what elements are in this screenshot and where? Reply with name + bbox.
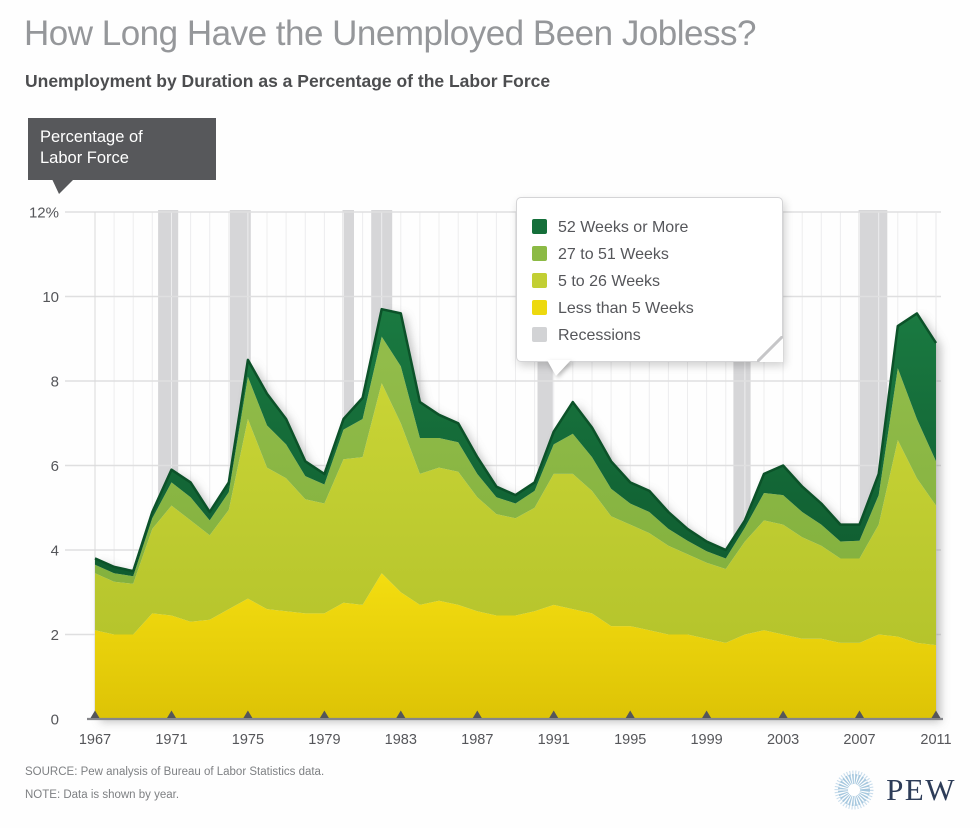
svg-text:1975: 1975 bbox=[232, 732, 264, 748]
svg-text:1987: 1987 bbox=[461, 732, 493, 748]
legend-folded-corner bbox=[757, 336, 783, 362]
legend-swatch-recessions bbox=[532, 327, 547, 342]
chart-subtitle: Unemployment by Duration as a Percentage… bbox=[25, 71, 551, 91]
svg-text:1979: 1979 bbox=[308, 732, 340, 748]
source-text: SOURCE: Pew analysis of Bureau of Labor … bbox=[25, 766, 325, 778]
chart-legend: 52 Weeks or More 27 to 51 Weeks 5 to 26 … bbox=[516, 197, 783, 376]
svg-text:1999: 1999 bbox=[690, 732, 722, 748]
chart-title: How Long Have the Unemployed Been Jobles… bbox=[24, 14, 756, 53]
y-axis-callout: Percentage of Labor Force bbox=[28, 118, 216, 195]
pew-logo: PEW bbox=[830, 766, 956, 814]
legend-label: Recessions bbox=[558, 327, 641, 344]
legend-label: Less than 5 Weeks bbox=[558, 300, 694, 317]
legend-label: 52 Weeks or More bbox=[558, 219, 689, 236]
svg-text:6: 6 bbox=[51, 458, 59, 475]
legend-item: Recessions bbox=[532, 322, 782, 349]
svg-text:0: 0 bbox=[51, 712, 59, 729]
legend-swatch-5-26-weeks bbox=[532, 273, 547, 288]
svg-text:2: 2 bbox=[51, 627, 59, 644]
legend-item: 27 to 51 Weeks bbox=[532, 241, 782, 268]
legend-pointer-tail bbox=[547, 360, 571, 376]
svg-text:4: 4 bbox=[51, 543, 59, 560]
legend-item: 5 to 26 Weeks bbox=[532, 268, 782, 295]
svg-text:1971: 1971 bbox=[155, 732, 187, 748]
svg-text:12%: 12% bbox=[29, 205, 59, 222]
svg-text:1967: 1967 bbox=[79, 732, 111, 748]
svg-text:8: 8 bbox=[51, 374, 59, 391]
pew-wordmark: PEW bbox=[886, 772, 956, 807]
svg-text:1991: 1991 bbox=[538, 732, 570, 748]
y-axis-callout-line1: Percentage of bbox=[40, 128, 143, 146]
svg-text:2007: 2007 bbox=[843, 732, 875, 748]
legend-swatch-27-51-weeks bbox=[532, 246, 547, 261]
legend-label: 5 to 26 Weeks bbox=[558, 273, 660, 290]
legend-swatch-less-than-5-weeks bbox=[532, 300, 547, 315]
legend-swatch-52-weeks bbox=[532, 219, 547, 234]
legend-item: 52 Weeks or More bbox=[532, 214, 782, 241]
svg-text:10: 10 bbox=[42, 289, 59, 306]
svg-text:2011: 2011 bbox=[920, 732, 951, 748]
legend-label: 27 to 51 Weeks bbox=[558, 246, 669, 263]
pew-sunburst-icon bbox=[834, 770, 874, 810]
note-text: NOTE: Data is shown by year. bbox=[25, 789, 180, 801]
y-axis-callout-line2: Labor Force bbox=[40, 149, 129, 168]
legend-item: Less than 5 Weeks bbox=[532, 295, 782, 322]
unemployment-stacked-area-chart: 12% 10 8 6 4 2 0 1967 1971 1975 1979 1983 1987 1991 19… bbox=[29, 205, 952, 749]
svg-text:1995: 1995 bbox=[614, 732, 646, 748]
svg-text:2003: 2003 bbox=[767, 732, 799, 748]
svg-text:1983: 1983 bbox=[385, 732, 417, 748]
